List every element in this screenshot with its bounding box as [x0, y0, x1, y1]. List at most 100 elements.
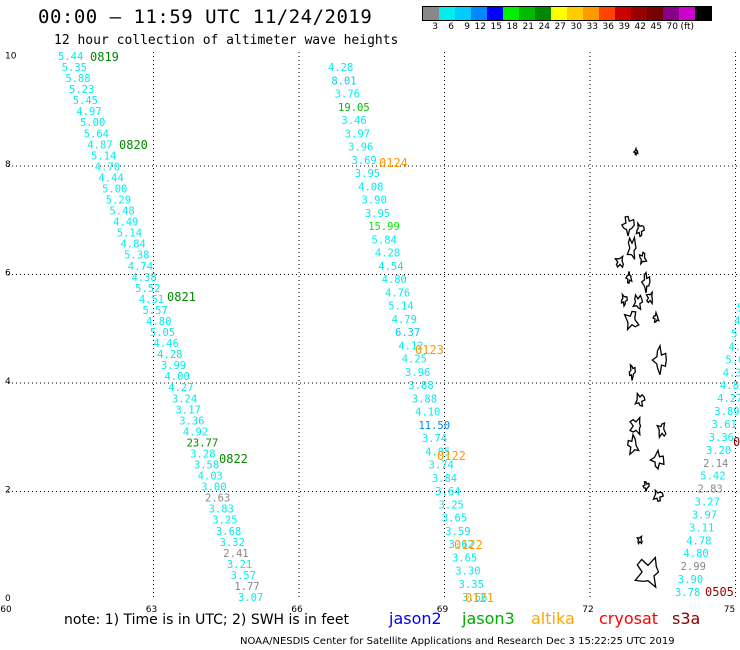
page-title: 00:00 – 11:59 UTC 11/24/2019 [38, 6, 373, 28]
island-outline [620, 292, 629, 308]
wave-height-value: 1.77 [234, 581, 259, 593]
legend-label: 3 [432, 22, 438, 32]
wave-height-value: 4.80 [683, 548, 708, 560]
legend-label: 21 [522, 22, 534, 32]
wave-height-value: 3.66 [462, 592, 487, 604]
legend-swatch [599, 7, 615, 20]
legend-swatch [679, 7, 695, 20]
legend-swatch [695, 7, 711, 20]
wave-height-value: 5.64 [84, 128, 109, 140]
wave-height-value: 3.97 [345, 128, 370, 140]
legend-label: 39 [618, 22, 630, 32]
satellite-legend-entry: s3a [672, 609, 701, 628]
pass-time-label: 0122 [454, 538, 483, 552]
legend-label: 33 [586, 22, 598, 32]
y-tick-label: 0 [5, 594, 11, 604]
wave-height-value: 3.83 [209, 504, 234, 516]
legend-swatch [455, 7, 471, 20]
legend-label: 36 [602, 22, 614, 32]
legend-swatch [535, 7, 551, 20]
legend-swatch [663, 7, 679, 20]
wave-height-value: 3.20 [706, 445, 731, 457]
wave-height-value: 5.44 [58, 51, 83, 63]
wave-height-value: 3.61 [712, 419, 737, 431]
wave-height-value: 5.45 [73, 95, 98, 107]
wave-height-value: 3.90 [362, 195, 387, 207]
wave-height-value: 3.64 [435, 486, 460, 498]
island-outline [626, 234, 637, 260]
wave-height-value: 5.35 [62, 62, 87, 74]
wave-height-value: 5.29 [106, 195, 131, 207]
wave-height-value: 23.77 [187, 437, 219, 449]
wave-height-value: 3.57 [231, 570, 256, 582]
y-tick-label: 8 [5, 160, 11, 170]
wave-height-value: 3.35 [459, 579, 484, 591]
wave-height-value: 5.52 [135, 283, 160, 295]
y-tick-label: 10 [5, 52, 17, 62]
wave-height-value: 4.51 [139, 294, 164, 306]
island-outline [638, 251, 648, 266]
wave-height-value: 4.28 [157, 349, 182, 361]
wave-height-value: 3.74 [422, 433, 447, 445]
color-legend [422, 6, 712, 21]
island-outline [627, 432, 640, 456]
legend-label: 70 [666, 22, 678, 32]
x-tick-label: 72 [582, 605, 593, 615]
wave-height-value: 3.17 [176, 404, 201, 416]
island-outline [623, 310, 640, 332]
wave-height-value: 3.89 [714, 406, 739, 418]
wave-height-value: 3.88 [408, 380, 433, 392]
wave-height-value: 4.97 [76, 106, 101, 118]
wave-height-value: 2.63 [205, 493, 230, 505]
pass-time-label: 0121 [465, 591, 494, 605]
island-outline [631, 293, 644, 311]
wave-height-value: 3.74 [429, 460, 454, 472]
legend-label: 18 [506, 22, 518, 32]
wave-height-value: 3.69 [351, 155, 376, 167]
island-outline [640, 271, 651, 294]
wave-height-value: 4.74 [128, 261, 153, 273]
pass-time-label: 0124 [379, 156, 408, 170]
wave-height-value: 5.51 [731, 329, 740, 341]
y-tick-label: 6 [5, 269, 11, 279]
satellite-legend-entry: cryosat [599, 609, 659, 628]
satellite-legend-entry: jason2 [389, 609, 442, 628]
island-outline [613, 254, 624, 269]
wave-height-value: 4.76 [385, 287, 410, 299]
island-outline [655, 421, 667, 440]
wave-height-value: 3.96 [405, 367, 430, 379]
island-outline [629, 415, 642, 437]
legend-label: 27 [554, 22, 566, 32]
legend-swatch [551, 7, 567, 20]
wave-height-value: 5.14 [388, 301, 413, 313]
legend-label: 45 [650, 22, 662, 32]
wave-height-value: 4.70 [95, 161, 120, 173]
satellite-legend-entry: altika [531, 609, 575, 628]
x-tick-label: 66 [291, 605, 303, 615]
satellite-legend-entry: jason3 [462, 609, 515, 628]
legend-label: 42 [634, 22, 646, 32]
wave-height-value: 19.05 [338, 102, 370, 114]
wave-height-value: 4.54 [378, 261, 403, 273]
pass-time-label: 0820 [119, 138, 148, 152]
legend-label: 15 [490, 22, 502, 32]
wave-height-value: 3.95 [365, 208, 390, 220]
legend-swatch [631, 7, 647, 20]
wave-height-value: 3.96 [348, 142, 373, 154]
wave-height-value: 3.97 [692, 509, 717, 521]
wave-height-value: 2.14 [703, 458, 728, 470]
wave-height-value: 4.46 [154, 338, 179, 350]
wave-height-value: 5.00 [726, 354, 740, 366]
wave-height-value: 4.28 [375, 248, 400, 260]
footer-note: note: 1) Time is in UTC; 2) SWH is in fe… [64, 612, 350, 628]
wave-height-value: 4.87 [87, 139, 112, 151]
island-outline [642, 481, 650, 492]
wave-height-value: 5.57 [142, 305, 167, 317]
wave-height-value: 2.83 [697, 484, 722, 496]
pass-time-label: 0819 [90, 50, 119, 64]
island-outline [632, 146, 639, 157]
wave-height-value: 2.41 [223, 548, 248, 560]
wave-height-value: 11.50 [418, 420, 450, 432]
island-outline [633, 556, 660, 589]
